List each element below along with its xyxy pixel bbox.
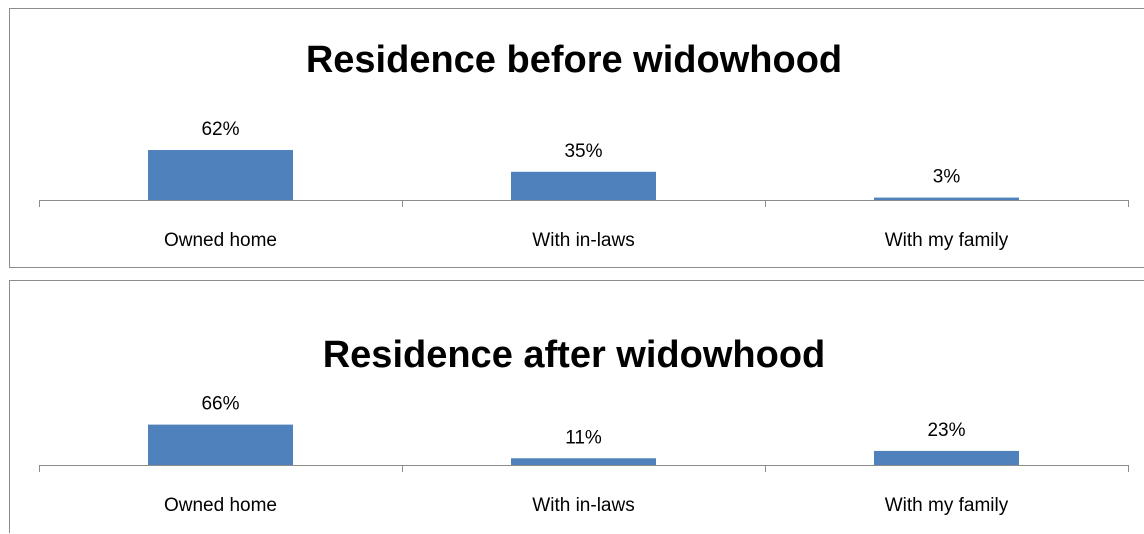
bar-1 bbox=[148, 424, 293, 465]
data-label-3: 23% bbox=[927, 420, 965, 441]
bar-3 bbox=[874, 197, 1019, 200]
data-label-2: 35% bbox=[564, 141, 602, 162]
data-label-2: 11% bbox=[565, 427, 602, 448]
data-label-3: 3% bbox=[933, 167, 961, 188]
bar-1 bbox=[148, 150, 293, 200]
data-label-1: 62% bbox=[201, 119, 239, 140]
category-label-3: With my family bbox=[885, 495, 1009, 516]
category-label-2: With in-laws bbox=[532, 495, 634, 516]
category-label-3: With my family bbox=[885, 230, 1009, 251]
chart-title: Residence before widowhood bbox=[306, 39, 842, 81]
bar-2 bbox=[511, 171, 656, 200]
category-label-2: With in-laws bbox=[532, 230, 634, 251]
chart-panel-before: Residence before widowhood 62% 35% 3% Owned… bbox=[9, 8, 1144, 268]
chart-title: Residence after widowhood bbox=[323, 334, 826, 376]
bar-3 bbox=[874, 450, 1019, 465]
chart-panel-after: Residence after widowhood 66% 11% 23% Owned… bbox=[9, 280, 1144, 533]
bar-2 bbox=[511, 458, 656, 465]
category-label-1: Owned home bbox=[164, 230, 277, 251]
category-label-1: Owned home bbox=[164, 495, 277, 516]
data-label-1: 66% bbox=[201, 394, 239, 415]
chart-after: Residence after widowhood 66% 11% 23% Owned… bbox=[39, 334, 1129, 516]
chart-before: Residence before widowhood 62% 35% 3% Owned… bbox=[39, 39, 1129, 251]
